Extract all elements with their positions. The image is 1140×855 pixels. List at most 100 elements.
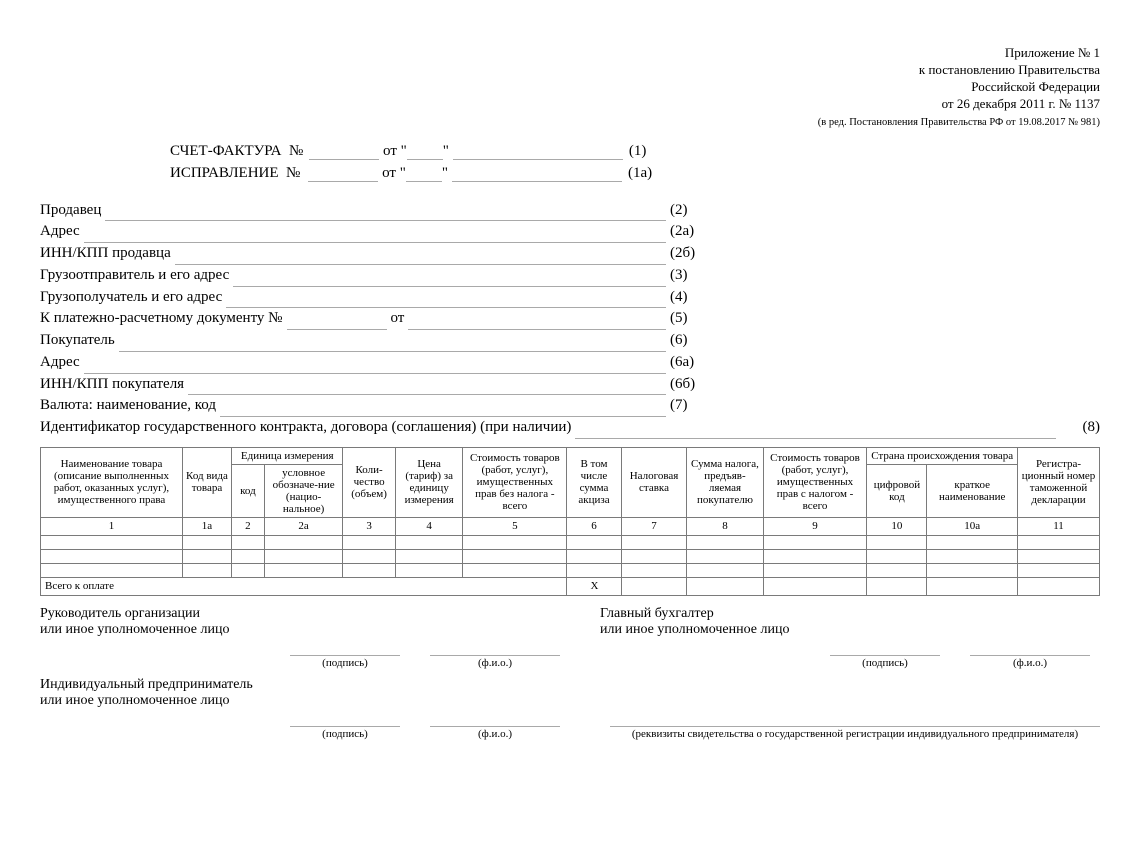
buyer-addr-field[interactable] [84,358,666,374]
correction-number-field[interactable] [308,164,378,182]
code-6b: (6б) [670,374,710,396]
or-auth-label: или иное уполномоченное лицо [40,622,600,638]
inn-seller-field[interactable] [175,249,666,265]
currency-label: Валюта: наименование, код [40,395,216,417]
paydoc-num-field[interactable] [287,314,387,330]
code-2: (2) [670,200,710,222]
th-code-kind: Код вида товара [182,447,231,517]
podpis-cap: (подпись) [290,657,400,669]
total-label: Всего к оплате [41,577,567,595]
ot-label2: от " [378,165,405,182]
head-sign-field[interactable] [290,642,400,656]
col-num: 10 [867,517,927,535]
th-cost-tax: Стоимость товаров (работ, услуг), имущес… [763,447,867,517]
head-org-label: Руководитель организации [40,606,600,622]
code-5: (5) [670,308,710,330]
appendix-line4: от 26 декабря 2011 г. № 1137 [40,96,1100,113]
items-table: Наименование товара (описание выполненны… [40,447,1100,596]
col-num: 9 [763,517,867,535]
signatures-block: Руководитель организации или иное уполно… [40,606,1100,740]
appendix-line3: Российской Федерации [40,79,1100,96]
th-decl: Регистра-ционный номер таможенной деклар… [1018,447,1100,517]
code-2a: (2а) [670,221,710,243]
ip-fio-field[interactable] [430,713,560,727]
table-row[interactable] [41,535,1100,549]
correction-date-field[interactable] [452,164,622,182]
th-excise: В том числе сумма акциза [567,447,622,517]
chief-acc-label: Главный бухгалтер [600,606,1100,622]
col-num: 8 [687,517,763,535]
acc-fio-field[interactable] [970,642,1090,656]
code-8: (8) [1060,417,1100,439]
fio-cap: (ф.и.о.) [430,657,560,669]
inn-seller-label: ИНН/КПП продавца [40,243,171,265]
correction-label: ИСПРАВЛЕНИЕ № [170,165,300,182]
fields-block: Продавец (2) Адрес (2а) ИНН/КПП продавца (2… [40,200,1100,439]
th-rate: Налоговая ставка [621,447,687,517]
seller-field[interactable] [105,205,666,221]
col-num: 11 [1018,517,1100,535]
podpis-cap2: (подпись) [830,657,940,669]
th-unit: Единица измерения [232,447,343,464]
col-num: 2 [232,517,265,535]
correction-day-field[interactable] [406,164,442,182]
th-unit-code: код [232,464,265,517]
code-3: (3) [670,265,710,287]
head-fio-field[interactable] [430,642,560,656]
consignee-field[interactable] [226,292,666,308]
code-2b: (2б) [670,243,710,265]
table-row[interactable] [41,549,1100,563]
q2: " [443,143,449,160]
th-country-code: цифровой код [867,464,927,517]
seller-label: Продавец [40,200,101,222]
col-num: 1а [182,517,231,535]
col-num: 2а [264,517,343,535]
th-tax: Сумма налога, предъяв-ляемая покупателю [687,447,763,517]
col-num: 4 [395,517,463,535]
shipper-label: Грузоотправитель и его адрес [40,265,229,287]
consignee-label: Грузополучатель и его адрес [40,287,222,309]
code-6a: (6а) [670,352,710,374]
address-field[interactable] [84,227,666,243]
ip-label: Индивидуальный предприниматель [40,677,1100,693]
gov-id-field[interactable] [575,423,1056,439]
paydoc-label: К платежно-расчетному документу № [40,308,283,330]
ot-label: от " [379,143,406,160]
appendix-header: Приложение № 1 к постановлению Правитель… [40,45,1100,113]
title-block: СЧЕТ-ФАКТУРА № от " " (1) ИСПРАВЛЕНИЕ № … [170,138,1100,182]
inn-buyer-label: ИНН/КПП покупателя [40,374,184,396]
th-price: Цена (тариф) за единицу измерения [395,447,463,517]
th-country-name: краткое наименование [927,464,1018,517]
code-1: (1) [629,143,647,160]
q2b: " [442,165,448,182]
acc-sign-field[interactable] [830,642,940,656]
appendix-line1: Приложение № 1 [40,45,1100,62]
col-num: 5 [463,517,567,535]
th-name: Наименование товара (описание выполненны… [41,447,183,517]
ip-sign-field[interactable] [290,713,400,727]
col-num: 10а [927,517,1018,535]
shipper-field[interactable] [233,271,666,287]
code-1a: (1а) [628,165,652,182]
buyer-addr-label: Адрес [40,352,80,374]
col-num: 1 [41,517,183,535]
th-unit-name: условное обозначе-ние (нацио-нальное) [264,464,343,517]
currency-field[interactable] [220,401,666,417]
paydoc-date-field[interactable] [408,314,666,330]
buyer-field[interactable] [119,336,666,352]
podpis-cap3: (подпись) [290,728,400,740]
th-cost-notax: Стоимость товаров (работ, услуг), имущес… [463,447,567,517]
ip-rekv-field[interactable] [610,713,1100,727]
invoice-label: СЧЕТ-ФАКТУРА № [170,143,303,160]
appendix-line2: к постановлению Правительства [40,62,1100,79]
invoice-number-field[interactable] [309,142,379,160]
inn-buyer-field[interactable] [188,379,666,395]
invoice-day-field[interactable] [407,142,443,160]
table-row[interactable] [41,563,1100,577]
col-num: 7 [621,517,687,535]
total-row: Всего к оплате X [41,577,1100,595]
gov-id-label: Идентификатор государственного контракта… [40,417,571,439]
fio-cap2: (ф.и.о.) [970,657,1090,669]
code-4: (4) [670,287,710,309]
invoice-date-field[interactable] [453,142,623,160]
